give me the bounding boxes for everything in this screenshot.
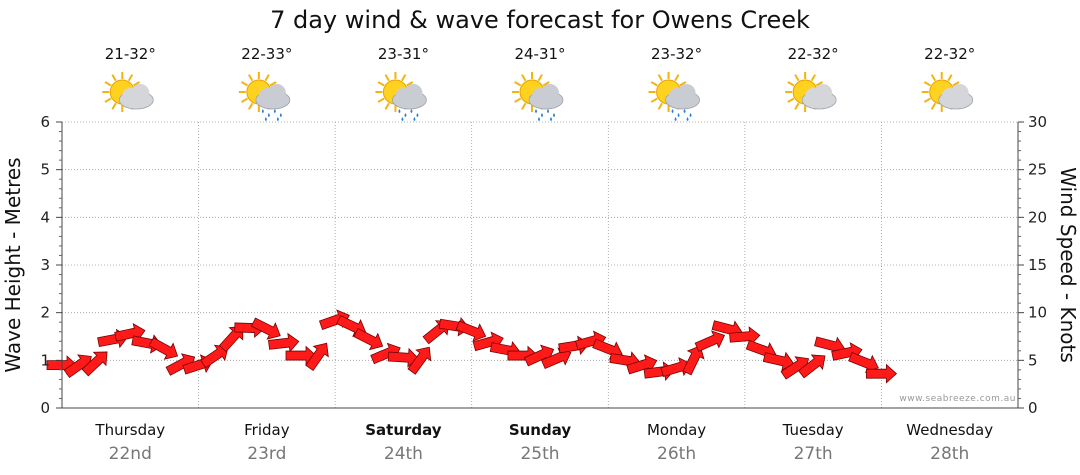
daily-temperatures: 21-32° 22-33° 23-31° 24-31° 23-32° 22-32° 22-3… bbox=[105, 45, 976, 63]
left-tick-label: 0 bbox=[40, 399, 50, 417]
partly-cloudy-icon bbox=[785, 72, 837, 112]
wind-arrow bbox=[455, 320, 487, 342]
wind-arrow bbox=[407, 346, 432, 375]
right-tick-label: 25 bbox=[1028, 161, 1047, 179]
rain-icon bbox=[238, 72, 291, 121]
day-temperature: 22-33° bbox=[241, 45, 292, 63]
left-axis-label: Wave Height - Metres bbox=[1, 157, 25, 372]
weather-icons bbox=[102, 72, 974, 121]
day-name: Wednesday bbox=[906, 421, 993, 439]
day-labels: Thursday 22nd Friday 23rd Saturday 24th Sunday… bbox=[94, 421, 993, 464]
wind-arrow bbox=[422, 320, 450, 345]
wind-arrow bbox=[797, 354, 826, 379]
left-tick-label: 3 bbox=[40, 256, 50, 274]
chart-title: 7 day wind & wave forecast for Owens Cre… bbox=[270, 6, 810, 34]
right-axis-label: Wind Speed - Knots bbox=[1056, 167, 1080, 363]
day-temperature: 22-32° bbox=[924, 45, 975, 63]
right-tick-label: 5 bbox=[1028, 351, 1038, 369]
day-name: Monday bbox=[647, 421, 706, 439]
day-name: Saturday bbox=[365, 421, 442, 439]
day-temperature: 23-31° bbox=[378, 45, 429, 63]
day-date: 26th bbox=[657, 444, 696, 464]
wind-arrow bbox=[200, 344, 229, 369]
day-temperature: 21-32° bbox=[105, 45, 156, 63]
right-tick-label: 30 bbox=[1028, 113, 1047, 131]
wind-arrow bbox=[353, 328, 384, 351]
wind-arrow bbox=[866, 363, 898, 384]
right-tick-label: 20 bbox=[1028, 208, 1047, 226]
left-tick-label: 6 bbox=[40, 113, 50, 131]
rain-icon bbox=[375, 72, 427, 121]
day-date: 23rd bbox=[247, 444, 286, 464]
wind-arrow bbox=[268, 332, 300, 353]
day-temperature: 24-31° bbox=[514, 45, 565, 63]
partly-cloudy-icon bbox=[921, 72, 974, 112]
left-tick-label: 1 bbox=[40, 351, 50, 369]
right-tick-label: 0 bbox=[1028, 399, 1038, 417]
day-date: 25th bbox=[520, 444, 559, 464]
wind-arrow bbox=[523, 344, 555, 367]
right-tick-label: 15 bbox=[1028, 256, 1047, 274]
left-tick-label: 4 bbox=[40, 208, 50, 226]
day-name: Friday bbox=[244, 421, 290, 439]
rain-icon bbox=[648, 72, 700, 121]
partly-cloudy-icon bbox=[102, 72, 154, 112]
day-temperature: 23-32° bbox=[651, 45, 702, 63]
day-date: 22nd bbox=[109, 444, 152, 464]
wind-arrow bbox=[694, 330, 726, 352]
day-date: 24th bbox=[384, 444, 423, 464]
day-name: Thursday bbox=[94, 421, 165, 439]
wind-arrow bbox=[682, 345, 705, 376]
right-tick-label: 10 bbox=[1028, 304, 1047, 322]
right-axis-ticks: 0 5 10 15 20 25 30 bbox=[1018, 113, 1047, 417]
day-name: Tuesday bbox=[782, 421, 844, 439]
wind-arrow bbox=[250, 317, 281, 340]
wind-arrow bbox=[148, 337, 179, 360]
day-name: Sunday bbox=[509, 421, 572, 439]
wind-arrow bbox=[729, 326, 761, 346]
left-axis-ticks: 0 1 2 3 4 5 6 bbox=[40, 113, 62, 417]
watermark: www.seabreeze.com.au bbox=[899, 394, 1016, 404]
wind-arrow bbox=[305, 342, 329, 371]
rain-icon bbox=[512, 72, 564, 121]
left-tick-label: 2 bbox=[40, 304, 50, 322]
day-date: 28th bbox=[930, 444, 969, 464]
wind-arrow bbox=[81, 351, 108, 377]
day-date: 27th bbox=[794, 444, 833, 464]
day-temperature: 22-32° bbox=[788, 45, 839, 63]
wind-arrow bbox=[218, 325, 244, 353]
left-tick-label: 5 bbox=[40, 161, 50, 179]
wind-arrows bbox=[46, 309, 898, 384]
